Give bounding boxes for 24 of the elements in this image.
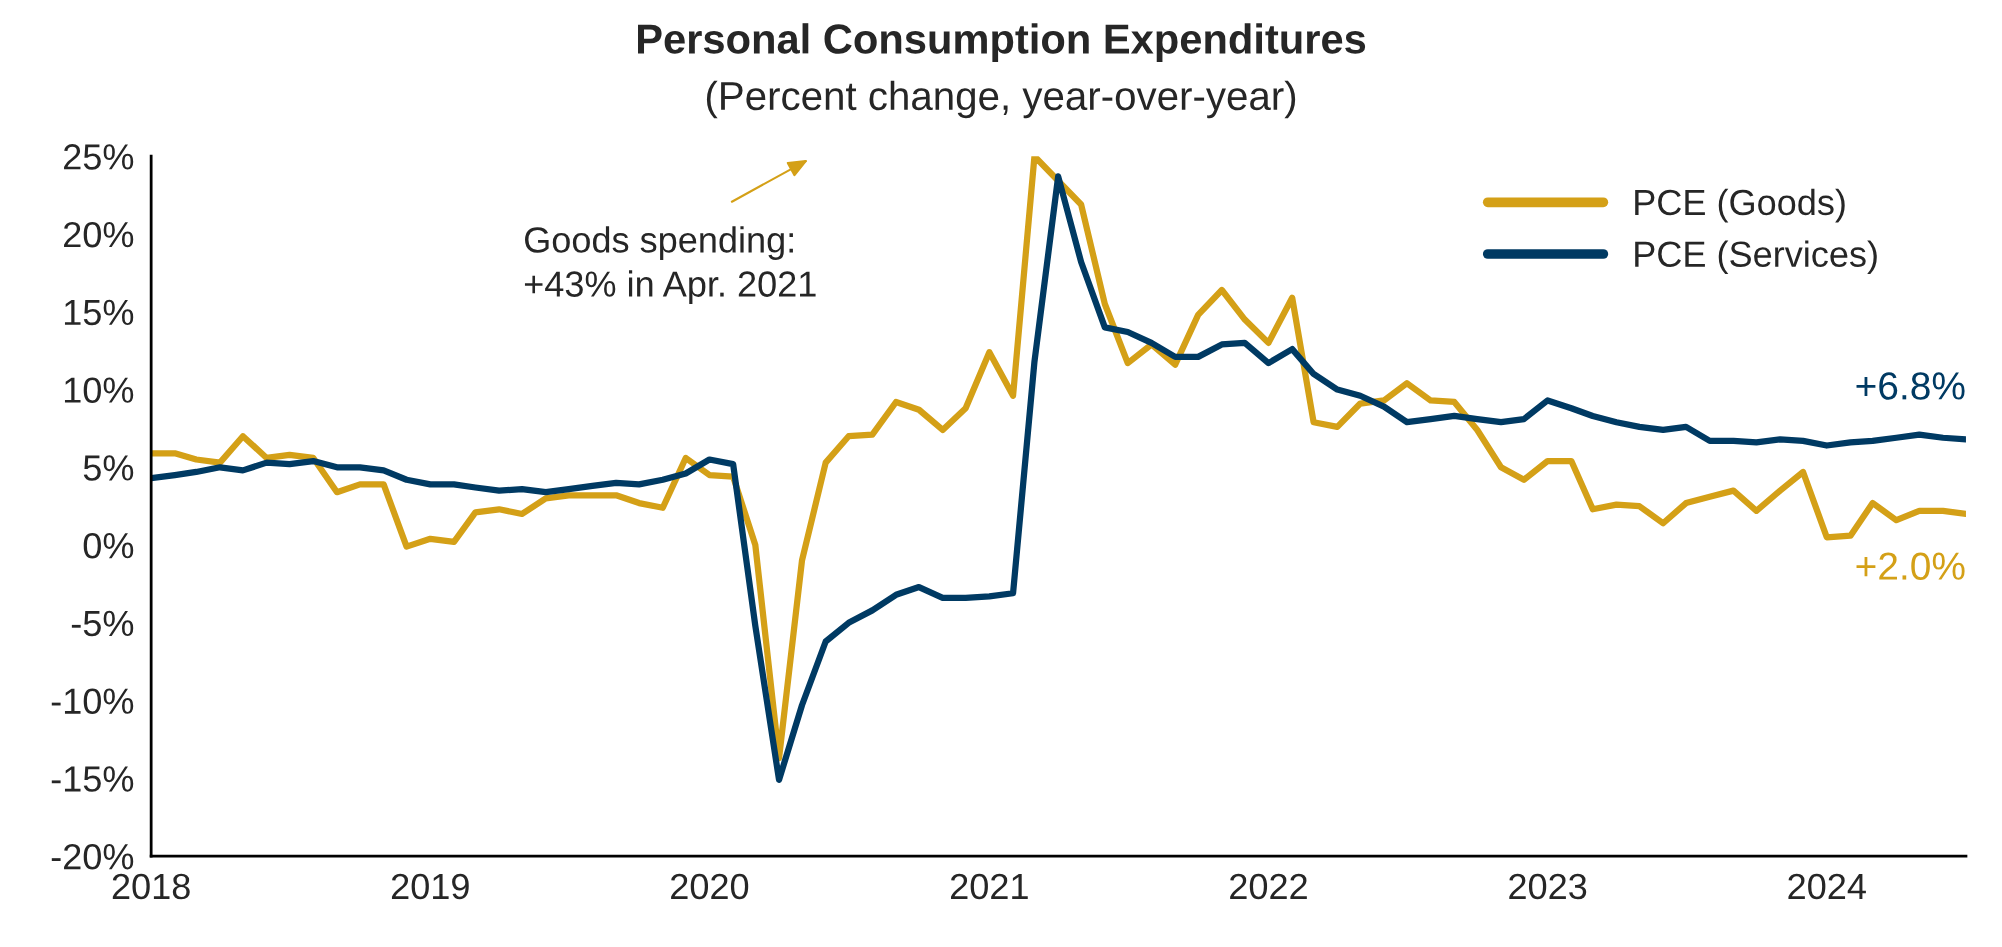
- x-tick-label: 2024: [1788, 873, 1866, 900]
- annotation: Goods spending: +43% in Apr. 2021: [524, 226, 816, 305]
- data-label: +2.0%: [1856, 552, 1965, 580]
- y-tick-label: 25%: [64, 144, 134, 170]
- y-tick-label: 15%: [64, 299, 134, 326]
- y-tick-label: -20%: [51, 843, 134, 870]
- y-tick-label: -10%: [51, 688, 134, 715]
- chart-title: Personal Consumption Expenditures: [638, 23, 1366, 63]
- x-tick-label: 2019: [391, 873, 469, 900]
- x-tick-label: 2022: [1230, 873, 1307, 900]
- legend-label: PCE (Goods): [1635, 188, 1845, 223]
- y-tick-label: 20%: [64, 221, 134, 248]
- chart-subtitle: (Percent change, year-over-year): [706, 80, 1296, 119]
- legend-label: PCE (Services): [1635, 240, 1877, 275]
- y-tick-label: -15%: [51, 766, 134, 792]
- x-tick-label: 2018: [112, 873, 190, 900]
- y-tick-label: 10%: [64, 377, 134, 403]
- y-tick-label: 0%: [83, 532, 134, 559]
- y-tick-label: 5%: [83, 455, 134, 481]
- x-tick-label: 2023: [1509, 873, 1587, 900]
- y-tick-label: -5%: [71, 610, 134, 637]
- x-tick-label: 2021: [951, 873, 1028, 900]
- x-tick-label: 2020: [671, 873, 749, 900]
- data-label: +6.8%: [1856, 372, 1965, 400]
